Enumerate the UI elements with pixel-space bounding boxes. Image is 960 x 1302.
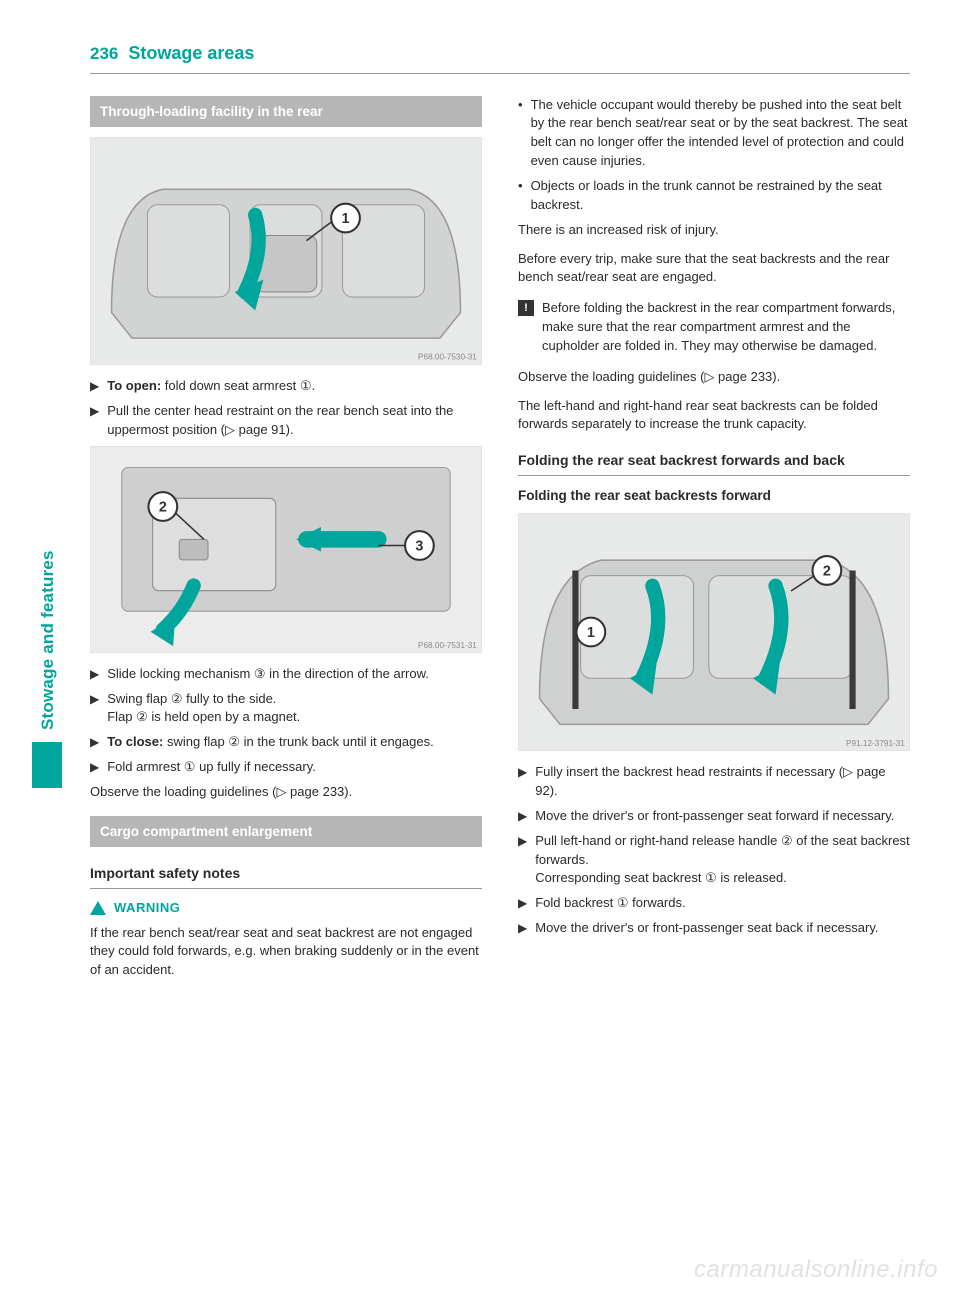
step-marker-icon: ▶: [518, 919, 527, 938]
step-text: To open: fold down seat armrest ①.: [107, 377, 482, 396]
step-move-seat-forward: ▶ Move the driver's or front-passenger s…: [518, 807, 910, 826]
step-pull-headrest: ▶ Pull the center head restraint on the …: [90, 402, 482, 440]
side-tab-block: [32, 742, 62, 788]
step-insert-headrest: ▶ Fully insert the backrest head restrai…: [518, 763, 910, 801]
step-pull-main: Pull left-hand or right-hand release han…: [535, 833, 909, 867]
bullet-text: The vehicle occupant would thereby be pu…: [531, 96, 910, 171]
svg-text:P68.00-7530-31: P68.00-7530-31: [418, 353, 477, 362]
warning-label: WARNING: [114, 899, 180, 918]
step-pull-release: ▶ Pull left-hand or right-hand release h…: [518, 832, 910, 889]
step-text: Fold armrest ① up fully if necessary.: [107, 758, 482, 777]
step-text: Move the driver's or front-passenger sea…: [535, 807, 910, 826]
step-marker-icon: ▶: [518, 763, 527, 801]
left-column: Through-loading facility in the rear 1 P…: [90, 96, 482, 990]
step-marker-icon: ▶: [518, 807, 527, 826]
manual-page: 236 Stowage areas Stowage and features T…: [0, 0, 960, 1302]
step-close-label: To close:: [107, 734, 163, 749]
svg-text:P91.12-3791-31: P91.12-3791-31: [846, 739, 905, 748]
side-tab-label: Stowage and features: [36, 550, 61, 730]
step-swing-flap: ▶ Swing flap ② fully to the side. Flap ②…: [90, 690, 482, 728]
svg-text:1: 1: [342, 211, 350, 227]
warning-text: If the rear bench seat/rear seat and sea…: [90, 924, 482, 981]
step-marker-icon: ▶: [518, 832, 527, 889]
bullet-marker-icon: •: [518, 96, 523, 171]
figure-trunk-flap: 2 3 P68.00-7531-31: [90, 446, 482, 653]
svg-text:2: 2: [159, 499, 167, 515]
section-cargo-enlargement: Cargo compartment enlargement: [90, 816, 482, 848]
step-text: Pull the center head restraint on the re…: [107, 402, 482, 440]
step-close-rest: swing flap ② in the trunk back until it …: [163, 734, 433, 749]
step-open: ▶ To open: fold down seat armrest ①.: [90, 377, 482, 396]
warning-box: WARNING If the rear bench seat/rear seat…: [90, 899, 482, 980]
step-text: Fold backrest ① forwards.: [535, 894, 910, 913]
section-through-loading: Through-loading facility in the rear: [90, 96, 482, 128]
subheading-fold-forward: Folding the rear seat backrests forward: [518, 486, 910, 506]
heading-fold-backrest: Folding the rear seat backrest forwards …: [518, 450, 910, 475]
left-right-backrest-text: The left-hand and right-hand rear seat b…: [518, 397, 910, 435]
step-slide-lock: ▶ Slide locking mechanism ③ in the direc…: [90, 665, 482, 684]
page-number: 236: [90, 42, 118, 67]
svg-text:1: 1: [587, 625, 595, 641]
step-text: Move the driver's or front-passenger sea…: [535, 919, 910, 938]
observe-guidelines-right: Observe the loading guidelines (▷ page 2…: [518, 368, 910, 387]
step-text: Swing flap ② fully to the side. Flap ② i…: [107, 690, 482, 728]
step-marker-icon: ▶: [518, 894, 527, 913]
svg-text:3: 3: [415, 538, 423, 554]
observe-guidelines-left: Observe the loading guidelines (▷ page 2…: [90, 783, 482, 802]
note-text: Before folding the backrest in the rear …: [542, 299, 910, 356]
step-text: Fully insert the backrest head restraint…: [535, 763, 910, 801]
exclamation-icon: !: [518, 300, 534, 316]
step-move-seat-back: ▶ Move the driver's or front-passenger s…: [518, 919, 910, 938]
svg-text:P68.00-7531-31: P68.00-7531-31: [418, 641, 477, 650]
warning-bullet-2: • Objects or loads in the trunk cannot b…: [518, 177, 910, 215]
step-text: Slide locking mechanism ③ in the directi…: [107, 665, 482, 684]
warning-bullet-1: • The vehicle occupant would thereby be …: [518, 96, 910, 171]
figure-rear-seat-armrest: 1 P68.00-7530-31: [90, 137, 482, 365]
content-columns: Through-loading facility in the rear 1 P…: [90, 96, 910, 990]
step-open-rest: fold down seat armrest ①.: [161, 378, 315, 393]
step-fold-backrest-forward: ▶ Fold backrest ① forwards.: [518, 894, 910, 913]
side-tab: Stowage and features: [36, 420, 66, 740]
step-swing-note: Flap ② is held open by a magnet.: [107, 709, 300, 724]
page-title: Stowage areas: [128, 40, 254, 66]
step-marker-icon: ▶: [90, 733, 99, 752]
warning-heading: WARNING: [90, 899, 482, 918]
step-marker-icon: ▶: [90, 758, 99, 777]
step-text: Pull left-hand or right-hand release han…: [535, 832, 910, 889]
heading-safety-notes: Important safety notes: [90, 863, 482, 888]
step-swing-main: Swing flap ② fully to the side.: [107, 691, 276, 706]
step-text: To close: swing flap ② in the trunk back…: [107, 733, 482, 752]
warning-triangle-icon: [90, 901, 106, 915]
step-marker-icon: ▶: [90, 377, 99, 396]
step-fold-armrest: ▶ Fold armrest ① up fully if necessary.: [90, 758, 482, 777]
step-open-label: To open:: [107, 378, 161, 393]
step-corr-text: Corresponding seat backrest ① is release…: [535, 870, 787, 885]
bullet-text: Objects or loads in the trunk cannot be …: [531, 177, 910, 215]
step-close: ▶ To close: swing flap ② in the trunk ba…: [90, 733, 482, 752]
figure-fold-backrest: 1 2 P91.12-3791-31: [518, 513, 910, 751]
caution-note: ! Before folding the backrest in the rea…: [518, 299, 910, 356]
right-column: • The vehicle occupant would thereby be …: [518, 96, 910, 990]
risk-text: There is an increased risk of injury.: [518, 221, 910, 240]
step-marker-icon: ▶: [90, 665, 99, 684]
watermark-text: carmanualsonline.info: [694, 1253, 938, 1288]
bullet-marker-icon: •: [518, 177, 523, 215]
before-trip-text: Before every trip, make sure that the se…: [518, 250, 910, 288]
step-marker-icon: ▶: [90, 402, 99, 440]
page-header: 236 Stowage areas: [90, 40, 910, 74]
step-marker-icon: ▶: [90, 690, 99, 728]
svg-text:2: 2: [823, 564, 831, 580]
